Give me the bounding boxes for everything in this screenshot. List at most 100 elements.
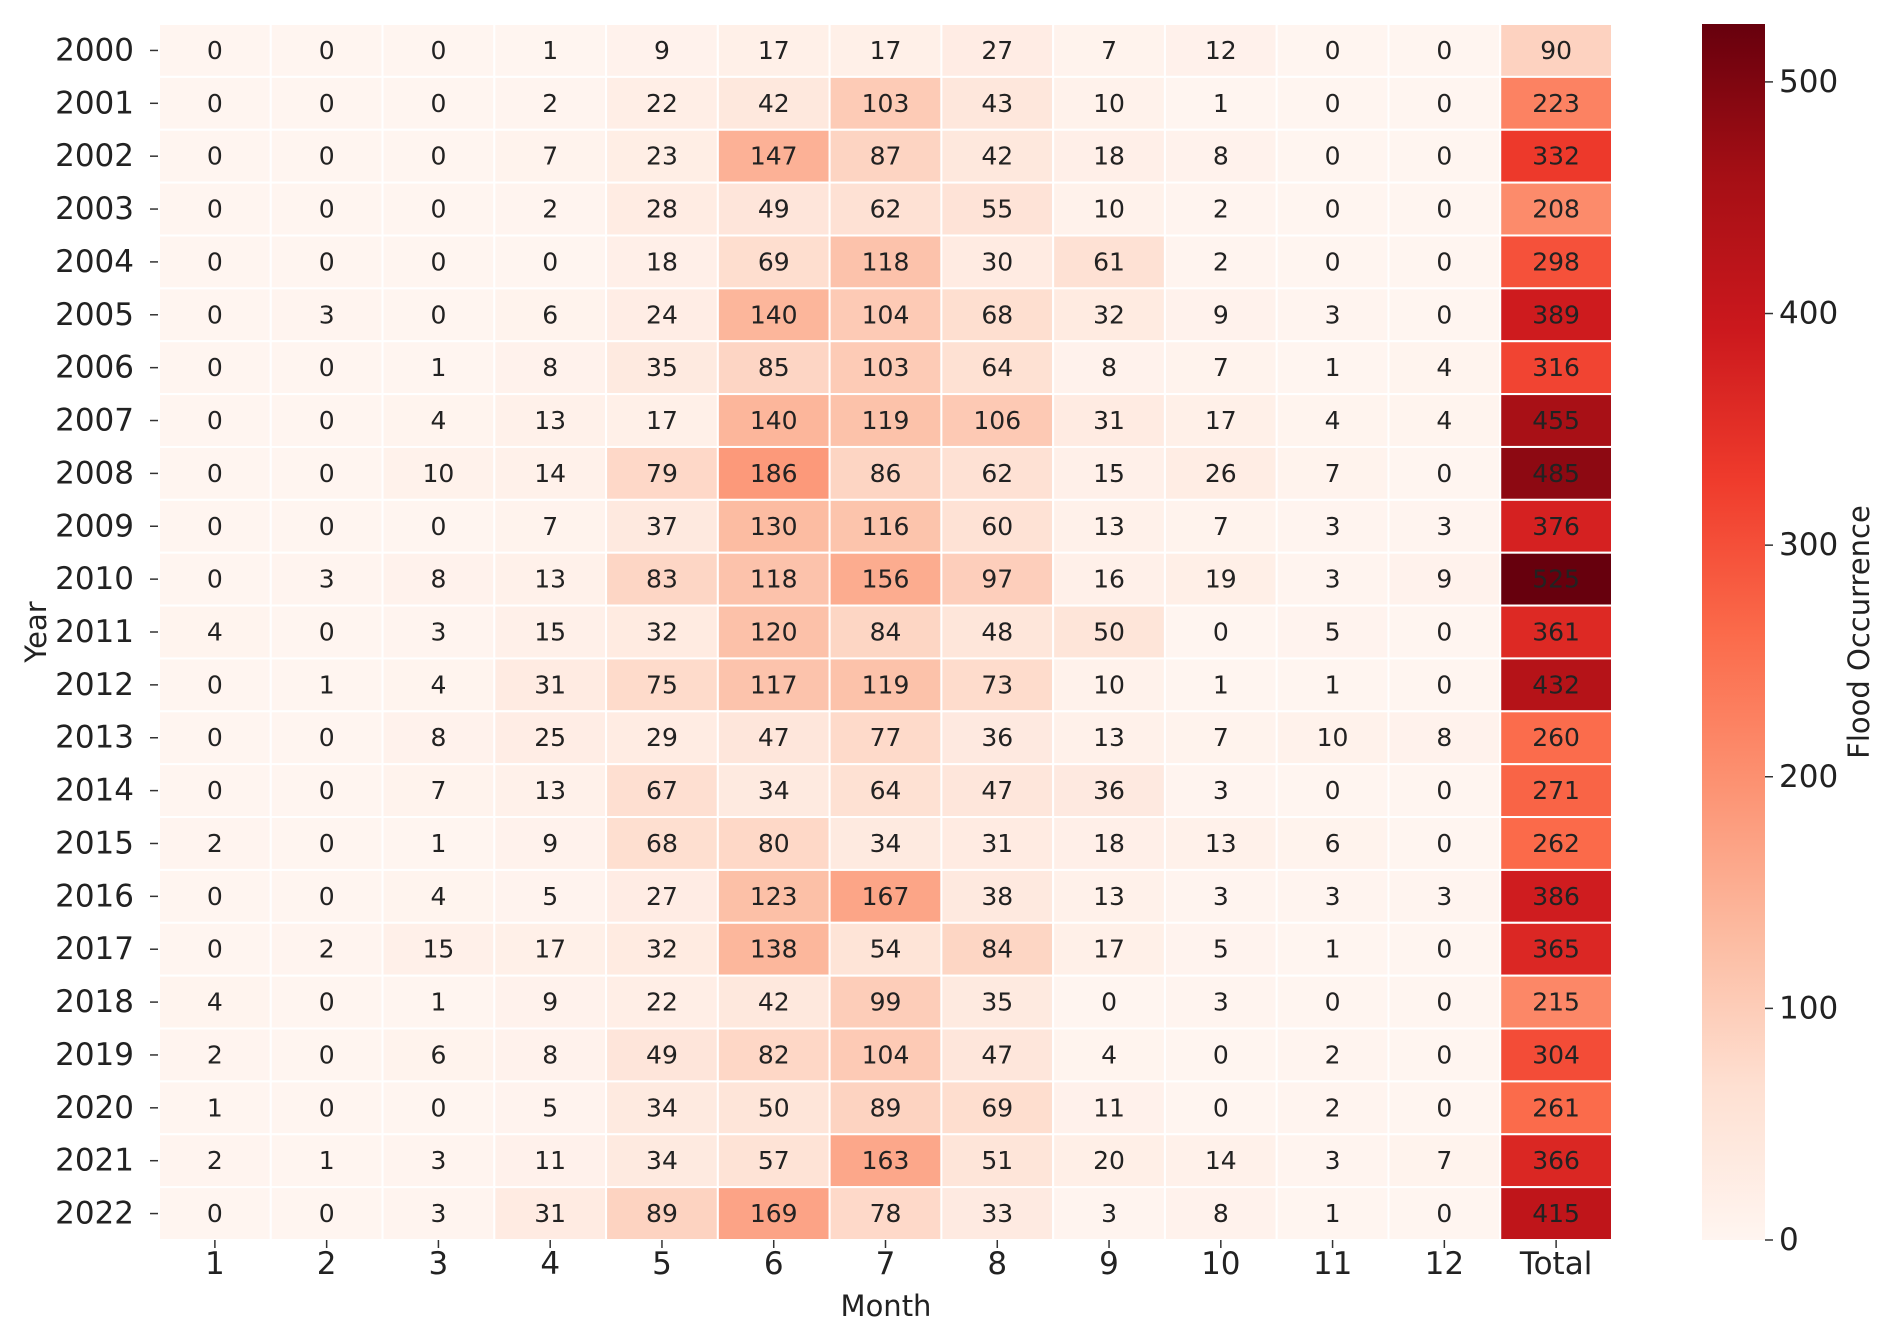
heatmap-cell [493, 974, 608, 1030]
heatmap-cell [1163, 1080, 1278, 1136]
cell-label: 0 [1436, 247, 1452, 276]
cell-label: 0 [319, 776, 335, 805]
heatmap-cell [493, 921, 608, 977]
heatmap-cell [381, 1027, 496, 1083]
heatmap-cell [1163, 763, 1278, 819]
cell-label: 86 [870, 459, 902, 488]
cell-label: 37 [646, 512, 678, 541]
cell-label: 68 [646, 829, 678, 858]
y-tick-label: 2021 [55, 1143, 134, 1179]
cell-label: 365 [1532, 935, 1580, 964]
y-tick-label: 2009 [55, 508, 134, 544]
heatmap-cell [381, 921, 496, 977]
x-tick-label: 4 [540, 1246, 560, 1282]
heatmap-cell [1163, 710, 1278, 766]
cell-label: 415 [1532, 1199, 1580, 1228]
cell-label: 84 [981, 935, 1013, 964]
cell-label: 2 [1213, 195, 1229, 224]
heatmap-cell [716, 816, 831, 871]
cell-label: 0 [542, 247, 558, 276]
cell-label: 14 [534, 459, 566, 488]
heatmap-cell [158, 974, 272, 1030]
cell-label: 8 [430, 565, 446, 594]
heatmap-cell [269, 816, 384, 871]
heatmap-cell [1387, 763, 1502, 819]
cell-label: 2 [207, 829, 223, 858]
heatmap-cell [940, 1133, 1055, 1189]
x-tick-label: 1 [205, 1246, 225, 1282]
cell-label: 16 [1093, 565, 1125, 594]
x-tick-label: 6 [764, 1246, 784, 1282]
cell-label: 3 [430, 1199, 446, 1228]
heatmap-cell [716, 1080, 831, 1136]
cell-label: 3 [1325, 512, 1341, 541]
heatmap-cell [1387, 128, 1502, 184]
cell-label: 0 [319, 512, 335, 541]
heatmap-cell [1499, 1133, 1613, 1189]
cell-label: 525 [1532, 565, 1580, 594]
heatmap-cell [1499, 868, 1613, 924]
cell-label: 262 [1532, 829, 1580, 858]
heatmap-cell [1052, 23, 1166, 78]
heatmap-cell [1163, 75, 1278, 131]
colorbar-tick-label: 0 [1779, 1222, 1799, 1258]
cell-label: 130 [750, 512, 798, 541]
cell-label: 62 [981, 459, 1013, 488]
heatmap-cell [381, 604, 496, 660]
heatmap-cell [1387, 921, 1502, 977]
heatmap-cell [940, 445, 1055, 501]
cell-label: 0 [1213, 1040, 1229, 1069]
cell-label: 6 [430, 1040, 446, 1069]
heatmap-cell [1052, 287, 1166, 343]
cell-label: 29 [646, 723, 678, 752]
cell-label: 8 [542, 1040, 558, 1069]
cell-label: 20 [1093, 1146, 1125, 1175]
cell-label: 42 [758, 89, 790, 118]
cell-label: 2 [542, 89, 558, 118]
heatmap-cell [1275, 604, 1390, 660]
cell-label: 13 [1093, 723, 1125, 752]
cell-label: 32 [646, 935, 678, 964]
cell-label: 7 [1101, 36, 1117, 65]
cell-label: 69 [981, 1093, 1013, 1122]
heatmap-cell [1499, 234, 1613, 290]
heatmap-cell [493, 1186, 608, 1242]
heatmap-cell [158, 287, 272, 343]
cell-label: 19 [1205, 565, 1237, 594]
heatmap-cell [940, 763, 1055, 819]
cell-label: 64 [981, 353, 1013, 382]
y-tick-label: 2010 [55, 561, 134, 597]
cell-label: 61 [1093, 247, 1125, 276]
cell-label: 36 [981, 723, 1013, 752]
cell-label: 55 [981, 195, 1013, 224]
heatmap-cell [158, 393, 272, 448]
cell-label: 3 [1213, 988, 1229, 1017]
heatmap-cell [158, 498, 272, 554]
y-tick-label: 2016 [55, 878, 134, 914]
cell-label: 4 [207, 618, 223, 647]
heatmap-cell [158, 868, 272, 924]
cell-label: 0 [430, 512, 446, 541]
heatmap-cell [1499, 445, 1613, 501]
heatmap-cell [828, 657, 943, 713]
heatmap-cell [493, 75, 608, 131]
cell-label: 103 [862, 89, 910, 118]
cell-label: 0 [319, 142, 335, 171]
cell-label: 7 [1325, 459, 1341, 488]
cell-label: 15 [534, 618, 566, 647]
cell-label: 271 [1532, 776, 1580, 805]
cell-label: 0 [207, 1199, 223, 1228]
cell-label: 2 [1325, 1093, 1341, 1122]
heatmap-cell [1499, 1080, 1613, 1136]
y-tick-label: 2018 [55, 984, 134, 1020]
heatmap-cell [158, 710, 272, 766]
cell-label: 0 [430, 247, 446, 276]
cell-label: 2 [207, 1040, 223, 1069]
cell-label: 0 [1325, 988, 1341, 1017]
cell-label: 156 [862, 565, 910, 594]
cell-label: 0 [1325, 89, 1341, 118]
cell-label: 167 [862, 882, 910, 911]
heatmap-cell [381, 710, 496, 766]
cell-label: 0 [207, 512, 223, 541]
heatmap-cell [269, 75, 384, 131]
